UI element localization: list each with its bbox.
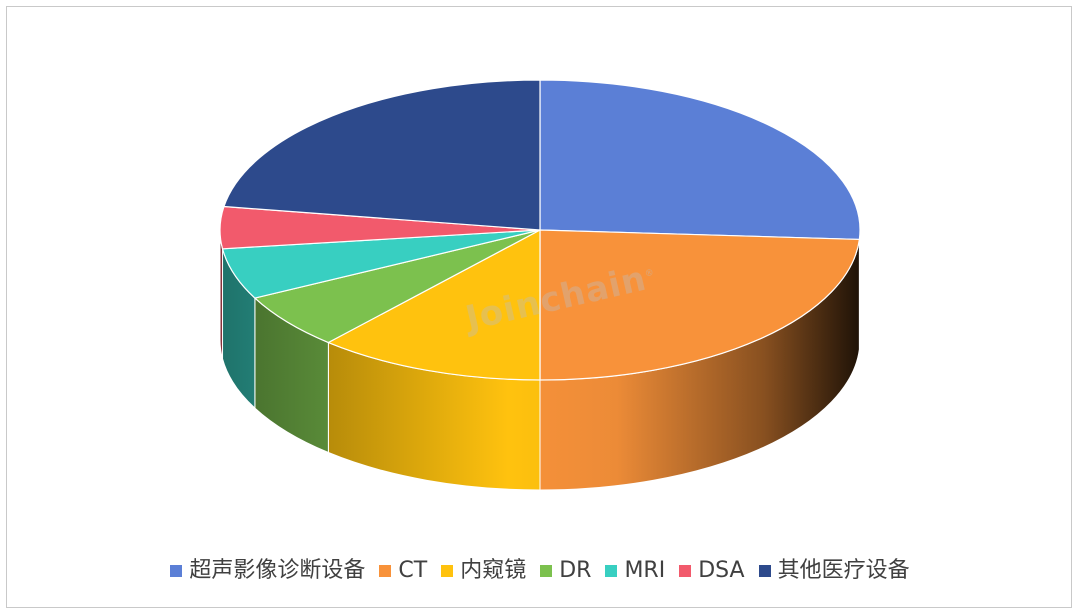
legend-label: 其他医疗设备 [777, 558, 910, 583]
pie-slice-3 [254, 229, 541, 344]
legend-swatch [170, 565, 183, 577]
legend-label: DR [559, 558, 592, 583]
legend-label: DSA [698, 558, 745, 583]
legend-label: 超声影像诊断设备 [189, 558, 366, 583]
pie-slice-6 [223, 79, 541, 231]
pie-slice-1 [539, 229, 860, 381]
legend-swatch [441, 565, 454, 577]
legend-item: MRI [605, 556, 665, 586]
legend-swatch [758, 565, 771, 577]
legend-label: 内窥镜 [460, 558, 527, 583]
legend-swatch [379, 565, 392, 577]
legend-item: DR [540, 556, 591, 586]
legend-swatch [605, 565, 618, 577]
legend-item: 超声影像诊断设备 [170, 556, 365, 586]
legend-swatch [540, 565, 553, 577]
legend-item: CT [379, 556, 427, 586]
legend-item: 内窥镜 [441, 556, 526, 586]
legend-item: DSA [679, 556, 745, 586]
pie-slice-2 [327, 229, 541, 381]
legend-label: CT [398, 558, 428, 583]
pie-slice-0 [539, 79, 861, 241]
legend-swatch [679, 565, 692, 577]
legend-label: MRI [624, 558, 666, 583]
legend: 超声影像诊断设备 CT 内窥镜 DR MRI DSA 其他医疗设备 [0, 556, 1080, 586]
legend-item: 其他医疗设备 [758, 556, 910, 586]
